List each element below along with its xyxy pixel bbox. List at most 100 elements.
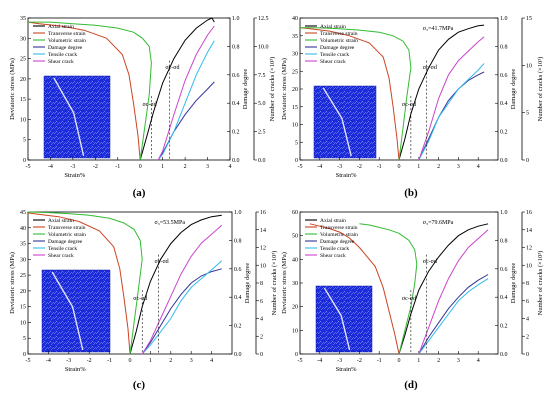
legend-entry: Tensile crack <box>320 246 349 252</box>
x-tick-label: -1 <box>377 164 382 170</box>
y-cracks-tick-label: 10 <box>526 263 532 269</box>
y-left-axis-label: Deviatoric stress (MPa) <box>281 58 288 120</box>
series-line-volumetric-strain <box>299 27 412 161</box>
x-tick-label: 1 <box>417 358 420 364</box>
y-cracks-tick-label: 0 <box>260 352 263 358</box>
x-tick-label: 4 <box>477 164 480 170</box>
legend-entry: Damage degree <box>48 45 83 51</box>
y-damage-tick-label: 0.6 <box>500 73 508 79</box>
annotation-label: σc-σd <box>165 65 179 71</box>
y-left-tick-label: 0 <box>295 352 298 358</box>
legend-entry: Damage degree <box>320 239 355 245</box>
y-cracks-tick-label: 16 <box>526 210 532 216</box>
chart-panel-4: -5 -4 -3 -2 -1 0 1 2 3 4Strain%0102030405060Devia… <box>281 210 544 391</box>
y-left-tick-label: 25 <box>20 57 26 63</box>
y-cracks-tick-label: 6 <box>260 299 263 305</box>
series-line-axial-strain <box>129 214 222 355</box>
y-damage-axis-label: Damage degree <box>242 69 249 110</box>
x-tick-label: -5 <box>26 358 31 364</box>
y-cracks-tick-label: 12.5 <box>258 16 269 22</box>
annotation-label: σc-σd <box>402 102 416 108</box>
legend-entry: Volumetric strain <box>320 232 358 238</box>
y-left-tick-label: 40 <box>20 226 26 232</box>
y-cracks-tick-label: 10 <box>260 263 266 269</box>
x-tick-label: 0 <box>139 164 142 170</box>
series-line-damage-degree <box>418 71 485 161</box>
y-cracks-axis-label: Number of cracks (×10³) <box>537 57 544 122</box>
x-tick-label: 2 <box>437 164 440 170</box>
y-damage-tick-label: 0.4 <box>232 101 240 107</box>
y-left-tick-label: 15 <box>20 97 26 103</box>
y-left-tick-label: 0 <box>295 158 298 164</box>
confining-pressure-label: σ₃=53.5MPa <box>154 220 185 226</box>
series-line-damage-degree <box>141 268 222 355</box>
y-cracks-tick-label: 16 <box>260 210 266 216</box>
y-left-tick-label: 20 <box>292 87 298 93</box>
annotation-label: σc-σd <box>423 259 437 265</box>
legend-entry: Tensile crack <box>48 52 77 58</box>
legend-entry: Transverse strain <box>48 31 86 37</box>
y-cracks-tick-label: 4 <box>526 317 529 323</box>
y-left-tick-label: 5 <box>23 336 26 342</box>
y-damage-tick-label: 0.8 <box>232 44 240 50</box>
x-tick-label: -2 <box>87 358 92 364</box>
x-tick-label: -3 <box>66 358 71 364</box>
legend-entry: Shear crack <box>320 59 346 65</box>
y-cracks-tick-label: 5.0 <box>258 101 266 107</box>
legend-entry: Transverse strain <box>320 225 358 231</box>
y-left-tick-label: 30 <box>292 52 298 58</box>
shear-band-3 <box>51 271 84 351</box>
annotation-label: σc-σd <box>133 296 147 302</box>
y-cracks-tick-label: 0 <box>526 352 529 358</box>
chart-panel-3: -5 -4 -3 -2 -1 0 1 2 3 4Strain%051015202530354045… <box>9 210 278 391</box>
y-left-tick-label: 50 <box>292 234 298 240</box>
y-left-tick-label: 30 <box>20 257 26 263</box>
y-cracks-tick-label: 0 <box>526 158 529 164</box>
x-tick-label: 2 <box>437 358 440 364</box>
x-tick-label: 2 <box>184 164 187 170</box>
panel-label: (d) <box>404 379 418 391</box>
legend-entry: Volumetric strain <box>48 38 86 44</box>
y-cracks-tick-label: 2.5 <box>258 130 266 136</box>
y-damage-tick-label: 0.0 <box>232 158 240 164</box>
plot-frame-1 <box>27 17 231 161</box>
y-cracks-tick-label: 4 <box>260 317 263 323</box>
y-cracks-tick-label: 12 <box>526 246 532 252</box>
x-tick-label: -1 <box>107 358 112 364</box>
y-left-tick-label: 25 <box>292 69 298 75</box>
y-left-tick-label: 25 <box>20 273 26 279</box>
x-tick-label: -4 <box>317 358 322 364</box>
shear-band-2 <box>322 87 352 157</box>
legend-entry: Volumetric strain <box>48 232 86 238</box>
x-tick-label: 4 <box>210 358 213 364</box>
x-axis-label: Strain% <box>64 172 86 179</box>
series-line-shear-crack <box>418 36 485 161</box>
series-line-axial-strain <box>398 24 485 161</box>
panel-label: (b) <box>404 187 418 199</box>
y-damage-axis-label: Damage degree <box>510 69 517 110</box>
series-line-volumetric-strain <box>359 223 418 355</box>
legend-entry: Axial strain <box>320 24 346 30</box>
x-tick-label: 2 <box>169 358 172 364</box>
y-damage-tick-label: 0.4 <box>234 295 242 301</box>
x-tick-label: -3 <box>337 164 342 170</box>
x-axis-label: Strain% <box>336 172 358 179</box>
y-left-axis-label: Deviatoric stress (MPa) <box>9 252 16 314</box>
y-cracks-tick-label: 8 <box>260 281 263 287</box>
annotation-label: σc-σd <box>402 296 416 302</box>
crack-image-4 <box>315 285 373 353</box>
x-tick-label: -1 <box>115 164 120 170</box>
series-line-damage-degree <box>157 81 215 161</box>
y-cracks-tick-label: 2 <box>260 334 263 340</box>
y-damage-tick-label: 0.0 <box>500 352 508 358</box>
y-left-tick-label: 15 <box>292 105 298 111</box>
y-cracks-tick-label: 10.0 <box>258 44 269 50</box>
x-tick-label: -2 <box>357 164 362 170</box>
y-damage-tick-label: 0.0 <box>234 352 242 358</box>
panel-label: (a) <box>133 187 146 199</box>
y-left-tick-label: 30 <box>20 36 26 42</box>
shear-band-1 <box>53 77 85 157</box>
series-line-transverse-strain <box>309 223 400 355</box>
x-tick-label: 0 <box>398 164 401 170</box>
